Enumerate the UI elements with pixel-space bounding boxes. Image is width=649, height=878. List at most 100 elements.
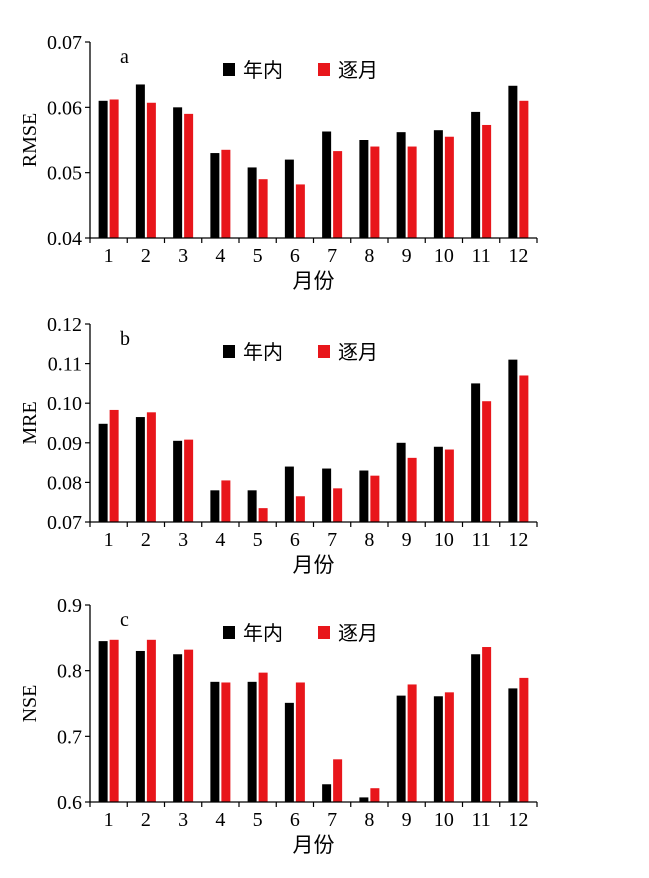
bar-a-series1-5 [247,167,257,238]
bar-a-series2-1 [109,99,119,238]
bar-a-series1-1 [98,100,108,238]
x-tick-label: 2 [141,245,151,267]
x-tick-label: 4 [215,809,225,831]
bar-c-series1-3 [173,654,183,802]
y-tick-label: 0.10 [47,393,82,415]
x-tick-label: 7 [327,809,337,831]
bar-c-series2-7 [333,759,343,802]
x-tick-label: 6 [290,245,300,267]
y-tick-label: 0.8 [57,661,82,683]
legend-swatch [223,345,235,358]
y-tick-label: 0.09 [47,433,82,455]
legend-item-2: 逐月 [318,621,378,645]
bar-a-series2-4 [221,149,231,238]
y-tick-label: 0.11 [48,354,82,376]
legend-label: 逐月 [338,621,378,645]
bar-a-series2-11 [482,124,492,238]
bar-b-series2-11 [482,401,492,522]
bar-a-series2-3 [184,113,194,238]
y-tick-label: 0.9 [57,595,82,617]
bar-b-series2-1 [109,409,119,522]
bar-a-series2-5 [258,179,268,238]
legend-item-1: 年内 [223,58,283,82]
bar-c-series1-11 [471,654,481,802]
x-tick-label: 9 [402,809,412,831]
legend-swatch [318,626,330,639]
bar-a-series1-10 [433,130,443,238]
x-tick-label: 2 [141,809,151,831]
legend-label: 年内 [243,621,283,645]
x-tick-label: 4 [215,529,225,551]
bar-c-series2-10 [444,692,454,802]
bar-b-series1-11 [471,383,481,522]
y-axis-title: MRE [19,401,41,444]
panel-label: c [120,609,129,631]
y-axis-title: RMSE [19,113,41,167]
x-axis-title: 月份 [293,269,335,293]
bar-c-series2-1 [109,639,119,802]
legend-swatch [223,63,235,76]
x-tick-label: 6 [290,529,300,551]
y-tick-label: 0.6 [57,792,82,814]
bar-b-series2-8 [370,475,380,522]
legend-label: 年内 [243,58,283,82]
bar-a-series1-4 [210,153,220,238]
bar-c-series2-8 [370,788,380,802]
bar-a-series2-7 [333,151,343,238]
x-tick-label: 3 [178,529,188,551]
x-tick-label: 7 [327,245,337,267]
bar-b-series2-5 [258,508,268,522]
bar-a-series1-11 [471,111,481,238]
bar-c-series2-3 [184,649,194,802]
x-tick-label: 7 [327,529,337,551]
bar-b-series2-12 [519,375,529,522]
chart-panel-b: 0.070.080.090.100.110.121 2 3 4 5 6 7 8 9 10 11 12月… [19,314,538,577]
bar-a-series1-12 [508,85,518,238]
bar-a-series1-2 [135,84,145,238]
legend-swatch [223,626,235,639]
bar-c-series1-12 [508,688,518,802]
x-tick-label: 12 [508,809,528,831]
bar-b-series1-7 [322,468,332,522]
bar-c-series2-2 [146,639,156,802]
legend-item-2: 逐月 [318,58,378,82]
x-tick-label: 8 [364,809,374,831]
y-tick-label: 0.06 [47,97,82,119]
legend-item-1: 年内 [223,340,283,364]
bar-c-series2-11 [482,647,492,802]
bar-c-series1-8 [359,797,369,802]
x-tick-label: 1 [104,245,114,267]
y-tick-label: 0.12 [47,314,82,336]
bar-b-series2-4 [221,480,231,522]
y-tick-label: 0.08 [47,472,82,494]
panel-label: a [120,46,129,68]
bar-b-series2-3 [184,439,194,522]
bar-b-series1-6 [284,466,294,522]
bar-c-series1-10 [433,696,443,802]
bar-a-series2-6 [295,184,305,238]
bar-c-series2-4 [221,682,231,802]
bar-b-series1-9 [396,442,406,522]
bar-b-series1-12 [508,359,518,522]
bar-c-series2-5 [258,672,268,802]
bar-c-series1-9 [396,695,406,802]
legend-item-2: 逐月 [318,340,378,364]
chart-panel-a: 0.040.050.060.071 2 3 4 5 6 7 8 9 10 11 12月份RMSEa年内… [19,32,538,293]
bar-c-series1-1 [98,641,108,802]
bar-b-series1-10 [433,446,443,522]
x-tick-label: 1 [104,529,114,551]
x-tick-label: 12 [508,529,528,551]
bar-b-series2-2 [146,412,156,522]
bar-b-series1-2 [135,417,145,522]
y-tick-label: 0.07 [47,512,82,534]
legend-label: 年内 [243,340,283,364]
bar-c-series2-12 [519,677,529,802]
bar-b-series2-7 [333,488,343,522]
x-tick-label: 9 [402,245,412,267]
x-tick-label: 10 [434,809,454,831]
x-tick-label: 8 [364,245,374,267]
bar-c-series2-9 [407,684,417,802]
x-tick-label: 3 [178,809,188,831]
x-tick-label: 11 [471,809,490,831]
